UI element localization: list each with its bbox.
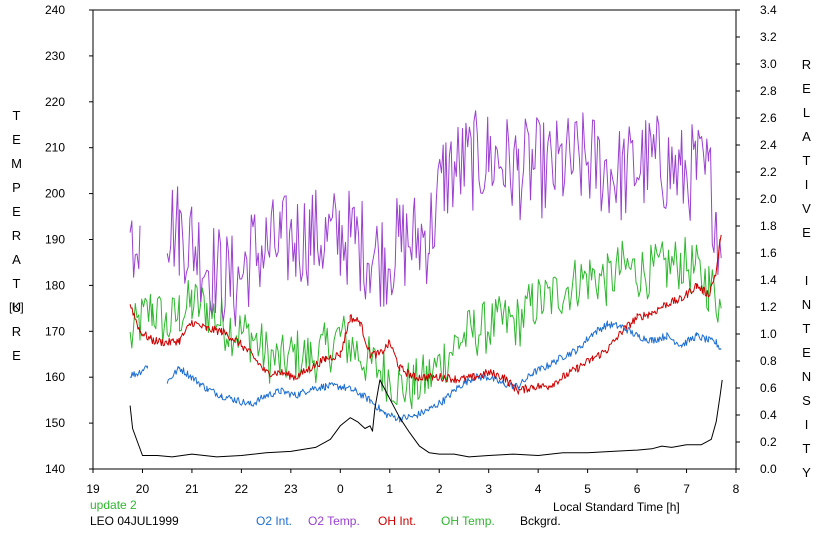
y-left-tick-label: 140 — [45, 462, 65, 476]
y-right-tick-label: 1.6 — [760, 246, 777, 260]
y-left-tick-label: 240 — [45, 3, 65, 17]
y-right-tick-label: 3.0 — [760, 57, 777, 71]
y-right-tick-label: 2.4 — [760, 138, 777, 152]
legend-item: O2 Int. — [256, 514, 293, 528]
y-right-tick-label: 0.6 — [760, 381, 777, 395]
x-tick-label: 1 — [386, 482, 393, 496]
series-line — [166, 320, 722, 423]
y-right-tick-label: 2.8 — [760, 84, 777, 98]
axes-group: 19 20 21 22 23 0 1 2 3 4 5 6 7 8140150160170180190200… — [45, 3, 777, 496]
legend-item: Bckgrd. — [520, 514, 561, 528]
y-right-tick-label: 0.0 — [760, 462, 777, 476]
x-axis-label: Local Standard Time [h] — [553, 500, 680, 514]
x-tick-label: 8 — [733, 482, 740, 496]
series-line — [166, 110, 722, 327]
y-left-axis-label: TEMPERATURE — [9, 108, 24, 372]
station-date: LEO 04JUL1999 — [90, 514, 179, 528]
y-right-tick-label: 1.2 — [760, 300, 777, 314]
y-right-tick-label: 0.4 — [760, 408, 777, 422]
y-right-tick-label: 1.0 — [760, 327, 777, 341]
x-tick-label: 7 — [683, 482, 690, 496]
series-line — [129, 234, 722, 395]
y-left-tick-label: 230 — [45, 49, 65, 63]
legend-item: OH Int. — [378, 514, 417, 528]
y-left-tick-label: 180 — [45, 278, 65, 292]
y-right-tick-label: 0.8 — [760, 354, 777, 368]
x-tick-label: 6 — [634, 482, 641, 496]
y-left-tick-label: 210 — [45, 141, 65, 155]
y-left-tick-label: 190 — [45, 233, 65, 247]
series-line — [129, 220, 141, 278]
y-left-tick-label: 170 — [45, 324, 65, 338]
y-right-tick-label: 3.2 — [760, 30, 777, 44]
x-tick-label: 20 — [136, 482, 150, 496]
legend-item: O2 Temp. — [308, 514, 360, 528]
series-line — [129, 365, 148, 379]
y-right-axis-label: RELATIVE INTENSITY — [799, 57, 814, 489]
x-tick-label: 19 — [86, 482, 100, 496]
y-right-tick-label: 2.2 — [760, 165, 777, 179]
x-tick-label: 3 — [485, 482, 492, 496]
y-left-axis-unit: [K] — [9, 300, 24, 314]
series-group — [129, 110, 723, 458]
x-tick-label: 0 — [337, 482, 344, 496]
y-right-tick-label: 1.8 — [760, 219, 777, 233]
y-left-tick-label: 160 — [45, 370, 65, 384]
legend-item: OH Temp. — [441, 514, 495, 528]
x-tick-label: 22 — [235, 482, 249, 496]
x-tick-label: 23 — [284, 482, 298, 496]
x-tick-label: 21 — [185, 482, 199, 496]
series-line — [129, 379, 723, 458]
y-left-tick-label: 150 — [45, 416, 65, 430]
y-left-tick-label: 200 — [45, 187, 65, 201]
y-right-tick-label: 2.0 — [760, 192, 777, 206]
y-right-tick-label: 3.4 — [760, 3, 777, 17]
y-right-tick-label: 1.4 — [760, 273, 777, 287]
x-tick-label: 2 — [436, 482, 443, 496]
y-right-tick-label: 2.6 — [760, 111, 777, 125]
x-tick-label: 4 — [535, 482, 542, 496]
y-right-tick-label: 0.2 — [760, 435, 777, 449]
y-left-tick-label: 220 — [45, 95, 65, 109]
x-tick-label: 5 — [584, 482, 591, 496]
update-note: update 2 — [90, 498, 137, 512]
